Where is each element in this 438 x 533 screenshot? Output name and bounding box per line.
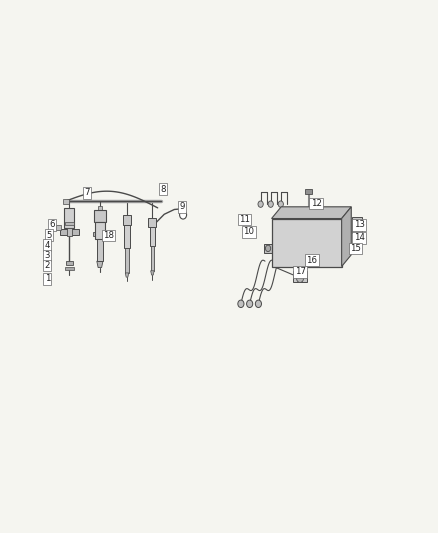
Circle shape [278,201,283,207]
Text: 11: 11 [239,215,250,224]
Text: 5: 5 [46,231,52,239]
Polygon shape [125,273,129,277]
Bar [65,266,74,270]
Bar [352,217,362,233]
Bar [124,225,130,248]
Text: 3: 3 [45,251,50,260]
Bar [123,215,131,225]
Circle shape [255,300,261,308]
Bar [60,229,79,235]
Bar [98,206,102,210]
Bar [93,232,106,236]
Circle shape [180,211,187,219]
Bar [63,199,69,204]
Circle shape [353,221,360,230]
Bar [264,244,272,253]
Text: 7: 7 [84,189,89,197]
Text: 16: 16 [306,256,318,264]
Bar [305,189,312,194]
Bar [293,271,307,282]
Text: 8: 8 [160,185,166,193]
Polygon shape [272,207,351,219]
Text: 6: 6 [49,221,54,229]
Circle shape [258,201,263,207]
Bar [66,261,73,265]
Bar [148,218,156,227]
Polygon shape [342,207,351,266]
Bar [56,225,61,230]
Circle shape [265,245,271,252]
Circle shape [297,274,304,282]
Bar [67,228,72,236]
Bar [353,235,360,244]
Bar [64,208,74,228]
Text: 10: 10 [243,228,254,236]
Bar [65,222,74,225]
Text: 18: 18 [103,231,114,240]
Bar [125,248,129,273]
Text: 17: 17 [294,268,306,276]
Text: 13: 13 [353,221,365,229]
Text: 9: 9 [179,203,184,211]
Bar [97,239,103,261]
Text: 2: 2 [45,261,50,270]
Circle shape [238,300,244,308]
Bar [272,219,342,266]
Bar [151,246,154,271]
Bar [150,227,155,246]
Text: 12: 12 [311,199,322,208]
Circle shape [247,300,253,308]
Text: 15: 15 [350,244,361,253]
Polygon shape [151,271,154,275]
Text: 14: 14 [353,233,365,242]
Text: 4: 4 [45,241,50,249]
Circle shape [268,201,273,207]
Bar [95,222,105,239]
Text: 1: 1 [45,274,50,283]
Bar [94,210,106,222]
Polygon shape [97,261,103,268]
Bar [353,246,359,253]
